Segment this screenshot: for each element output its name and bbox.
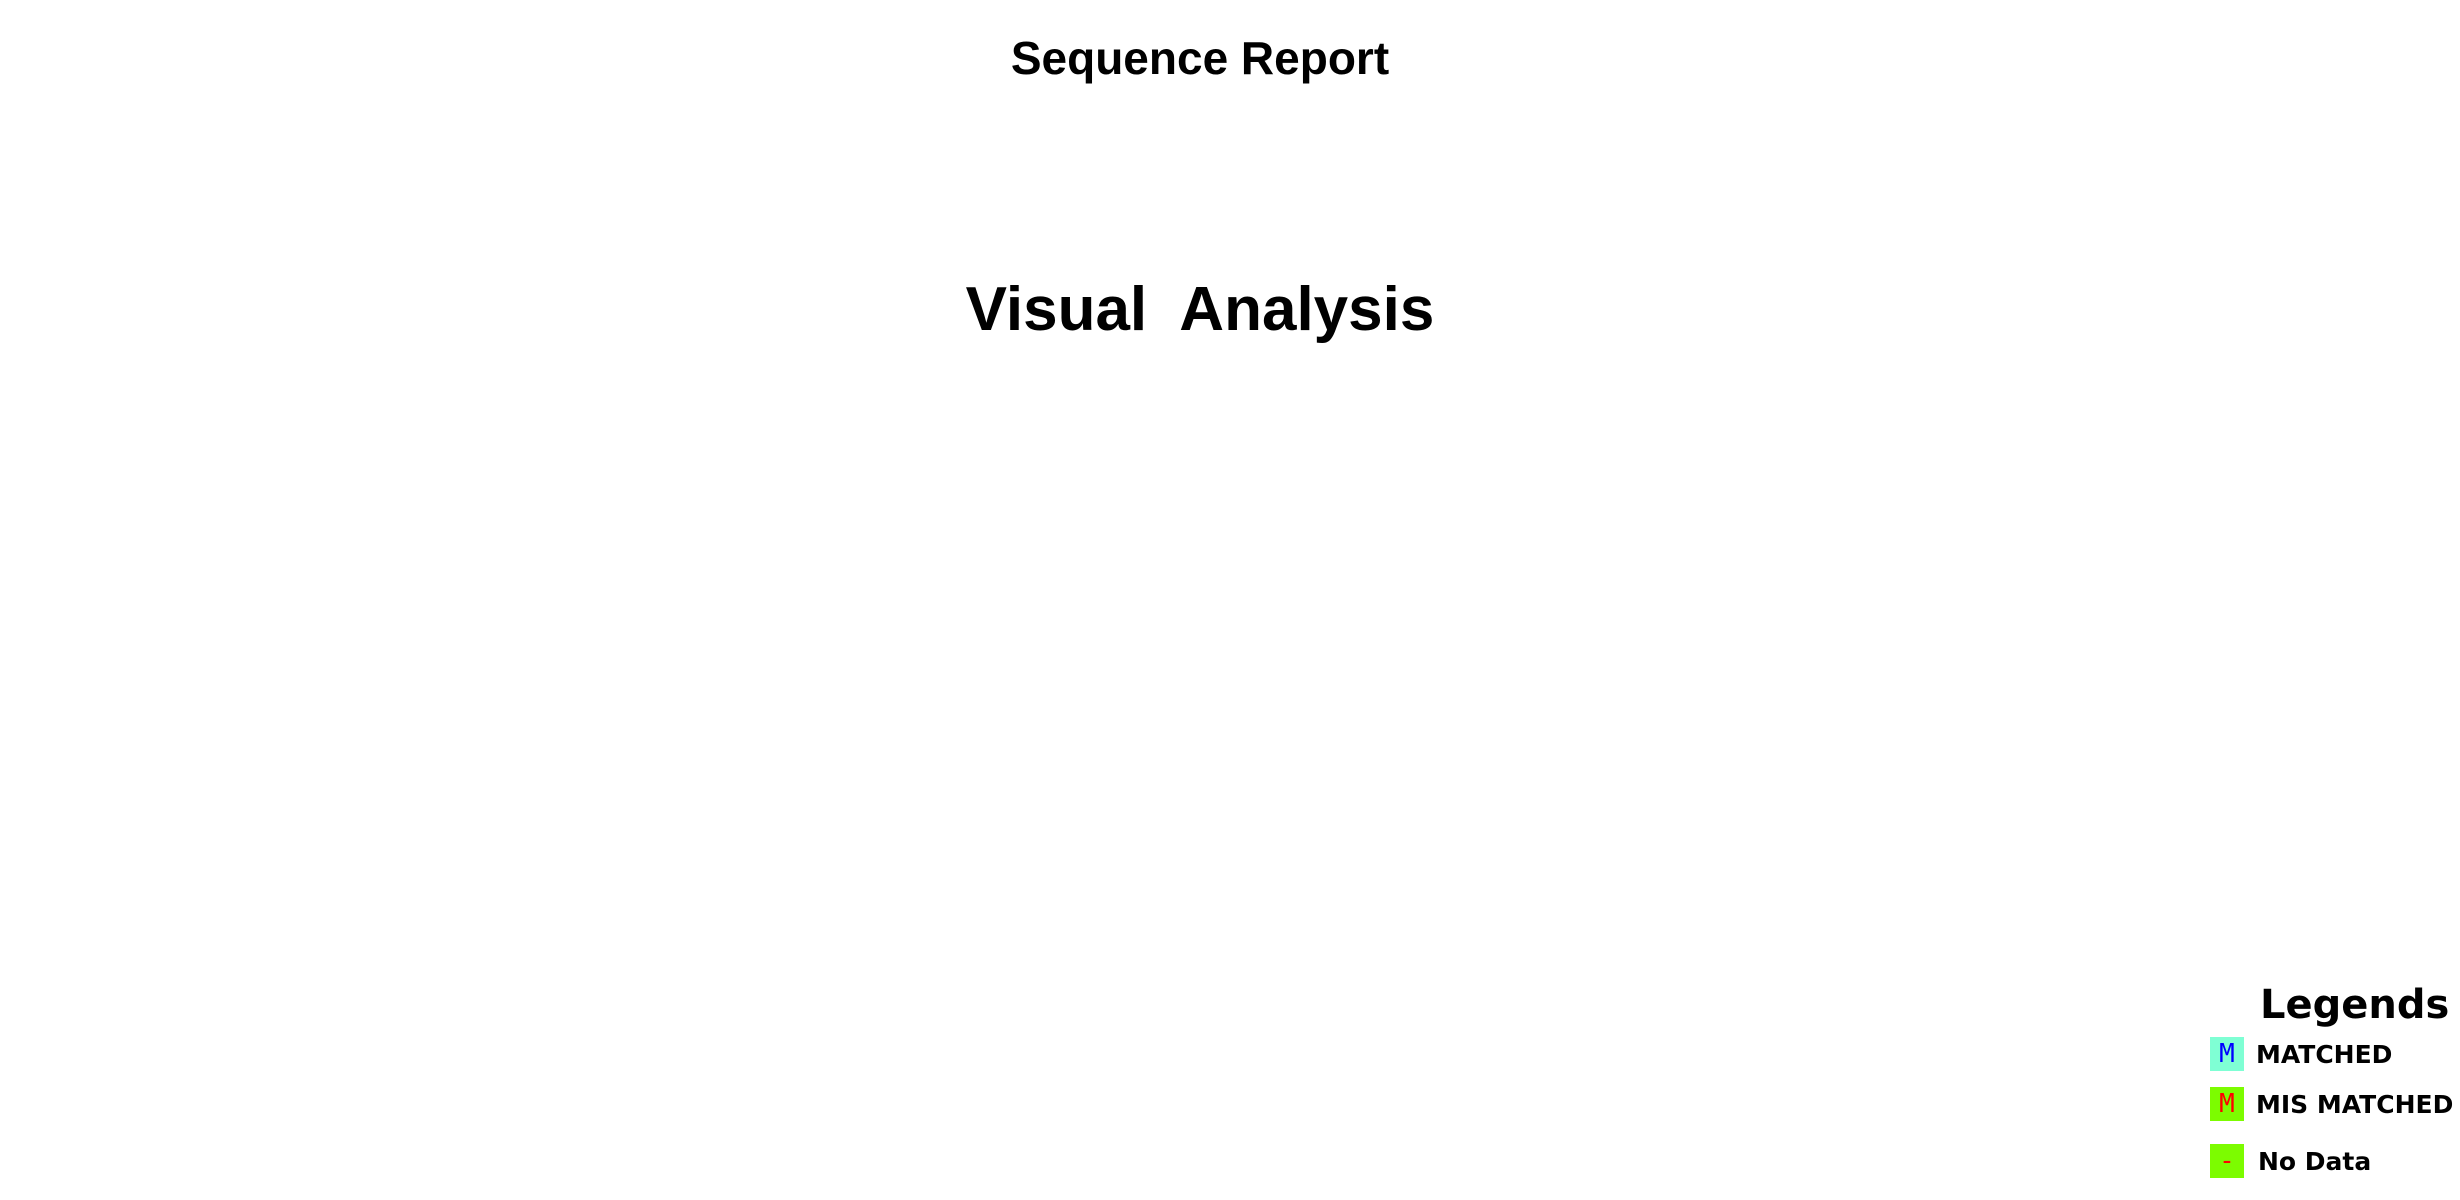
- matched-swatch: M: [2210, 1037, 2244, 1071]
- legend-label-no-data: No Data: [2258, 1146, 2372, 1176]
- legend-item-no-data: - No Data: [2210, 1143, 2371, 1179]
- legend-item-matched: M MATCHED: [2210, 1036, 2392, 1072]
- report-title: Sequence Report: [1010, 32, 1390, 84]
- legend-label-mismatched: MIS MATCHED: [2256, 1089, 2454, 1119]
- legend-label-matched: MATCHED: [2256, 1039, 2393, 1069]
- no-data-swatch: -: [2210, 1144, 2244, 1178]
- legend-item-mismatched: M MIS MATCHED: [2210, 1086, 2453, 1122]
- legend-heading: Legends: [2260, 982, 2450, 1028]
- mismatched-swatch: M: [2210, 1087, 2244, 1121]
- section-title: Visual Analysis: [965, 275, 1435, 344]
